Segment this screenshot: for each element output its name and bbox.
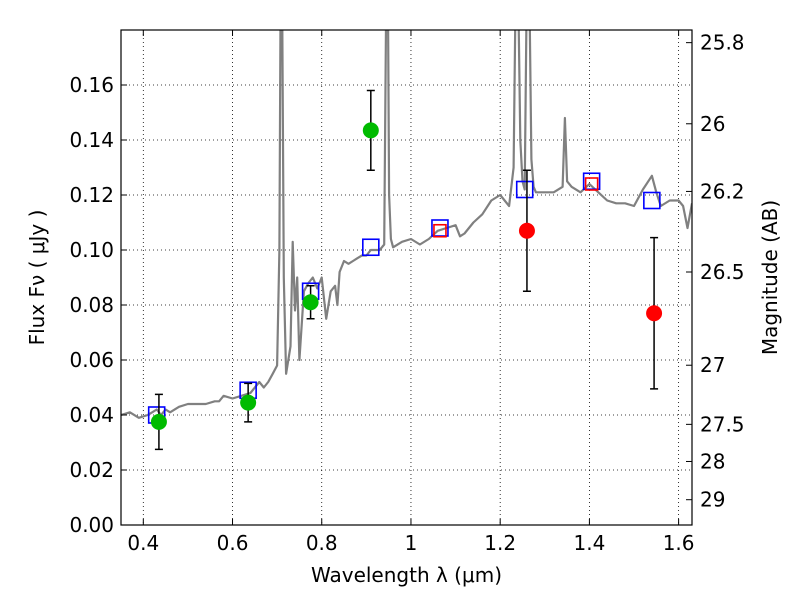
y-tick-label: 0.04 bbox=[69, 403, 114, 427]
blue-square-marker bbox=[643, 191, 661, 210]
red-data-point bbox=[518, 222, 535, 239]
red-square-marker bbox=[584, 177, 599, 191]
y-tick-label: 0.10 bbox=[69, 238, 114, 262]
right-tick-label: 25.8 bbox=[700, 31, 745, 55]
x-tick-label: 1.4 bbox=[573, 531, 605, 555]
y-tick-label: 0.08 bbox=[69, 293, 114, 317]
y-tick-label: 0.12 bbox=[69, 183, 114, 207]
tick-layer: 0.4 0.6 0.8 1 1.2 1.4 1.6 0.00 0.02 0.04 0.06 0.08 0… bbox=[69, 30, 745, 555]
y-right-axis-title: Magnitude (AB) bbox=[758, 200, 782, 355]
plot-frame bbox=[120, 29, 693, 526]
y-tick-label: 0.00 bbox=[69, 513, 114, 537]
spectrum-line bbox=[121, 30, 692, 419]
red-data-point bbox=[646, 305, 663, 322]
right-tick-label: 27.5 bbox=[700, 412, 745, 436]
green-data-point bbox=[150, 413, 167, 430]
x-axis-title: Wavelength λ (μm) bbox=[311, 563, 502, 587]
x-tick-label: 0.6 bbox=[217, 531, 249, 555]
blue-square-marker bbox=[515, 180, 534, 199]
y-tick-label: 0.14 bbox=[69, 128, 114, 152]
grid bbox=[121, 30, 692, 525]
y-tick-label: 0.02 bbox=[69, 458, 114, 482]
right-tick-label: 26.5 bbox=[700, 260, 745, 284]
right-tick-label: 29 bbox=[700, 488, 725, 512]
red-square-marker bbox=[433, 223, 447, 238]
x-tick-label: 1.6 bbox=[663, 531, 695, 555]
spectrum-layer bbox=[121, 30, 692, 419]
x-tick-label: 1.2 bbox=[484, 531, 516, 555]
green-data-point bbox=[240, 394, 257, 411]
y-tick-label: 0.06 bbox=[69, 348, 114, 372]
x-tick-label: 0.8 bbox=[306, 531, 338, 555]
green-data-point bbox=[302, 294, 319, 311]
right-tick-label: 27 bbox=[700, 353, 725, 377]
right-tick-label: 28 bbox=[700, 449, 725, 473]
right-tick-label: 26 bbox=[700, 112, 725, 136]
x-tick-label: 0.4 bbox=[127, 531, 159, 555]
y-axis-title: Flux Fν ( μJy ) bbox=[25, 210, 49, 346]
x-tick-label: 1 bbox=[405, 531, 418, 555]
marker-layer bbox=[147, 89, 663, 451]
right-tick-label: 26.2 bbox=[700, 179, 745, 203]
y-tick-label: 0.16 bbox=[69, 73, 114, 97]
blue-square-marker bbox=[362, 238, 380, 257]
green-data-point bbox=[362, 122, 379, 139]
